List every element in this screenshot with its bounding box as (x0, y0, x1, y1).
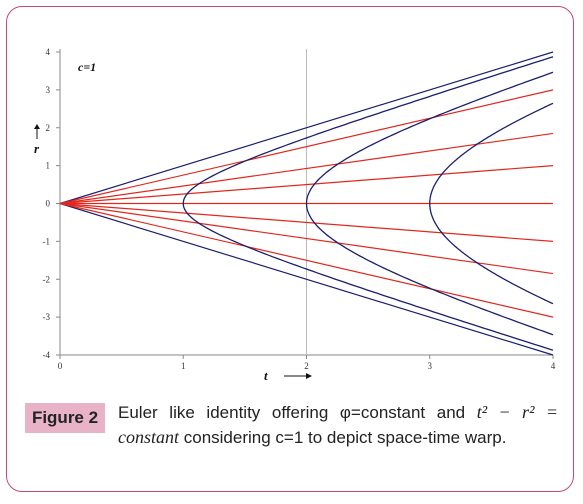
labels-layer: 0 1 2 3 4 4 3 2 1 0 -1 -2 -3 -4 c=1 r t (34, 47, 556, 383)
x-tick-label: 4 (551, 361, 556, 371)
x-axis-label: t (264, 368, 268, 383)
x-tick-label: 2 (304, 361, 309, 371)
series-ray-6 (59, 202, 554, 242)
y-tick-label: 2 (46, 123, 51, 133)
y-tick-label: 1 (46, 161, 51, 171)
y-tick-label: -1 (43, 236, 51, 246)
y-tick-label: 0 (46, 199, 51, 209)
x-axis-arrowhead (306, 373, 312, 379)
annotation-c: c=1 (78, 60, 96, 74)
series-ray-0 (59, 51, 554, 205)
series-ray-1 (59, 202, 554, 356)
series-hyperbola-10 (305, 71, 554, 336)
figure-caption: Euler like identity offering φ=constant … (118, 400, 558, 450)
figure-label: Figure 2 (25, 403, 105, 433)
series-hyperbola-11 (429, 102, 554, 305)
x-tick-label: 0 (58, 361, 63, 371)
y-axis-label: r (34, 141, 40, 156)
caption-text-1: Euler like identity offering φ=constant … (118, 403, 466, 422)
y-tick-label: -4 (43, 350, 51, 360)
y-tick-label: 3 (46, 85, 51, 95)
figure-frame (6, 6, 574, 492)
chart: 0 1 2 3 4 4 3 2 1 0 -1 -2 -3 -4 c=1 r t (34, 47, 556, 383)
y-tick-label: 4 (46, 47, 51, 57)
series-hyperbola-9 (182, 56, 554, 351)
y-tick-label: -2 (43, 274, 51, 284)
y-tick-label: -3 (43, 312, 51, 322)
series-ray-2 (59, 89, 554, 205)
series-layer (59, 51, 554, 356)
series-ray-4 (59, 165, 554, 205)
series-ray-7 (59, 202, 554, 275)
series-ray-8 (59, 202, 554, 318)
x-tick-label: 3 (428, 361, 433, 371)
series-ray-3 (59, 132, 554, 205)
caption-text-2: considering c=1 to depict space-time war… (183, 428, 507, 447)
y-axis-arrowhead (34, 124, 40, 129)
x-tick-label: 1 (181, 361, 186, 371)
caption-equation: t² − r² = constant (118, 402, 558, 447)
